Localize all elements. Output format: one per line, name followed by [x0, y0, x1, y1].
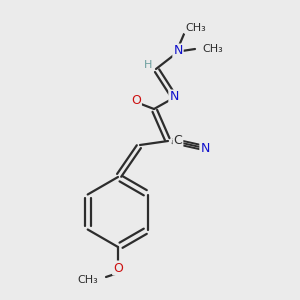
Text: CH₃: CH₃: [77, 275, 98, 285]
Text: O: O: [113, 262, 123, 275]
Text: C: C: [174, 134, 182, 146]
Text: O: O: [131, 94, 141, 107]
Text: N: N: [169, 91, 179, 103]
Text: CH₃: CH₃: [185, 23, 206, 33]
Text: N: N: [200, 142, 210, 154]
Text: N: N: [173, 44, 183, 58]
Text: CH₃: CH₃: [202, 44, 223, 54]
Text: H: H: [144, 60, 152, 70]
